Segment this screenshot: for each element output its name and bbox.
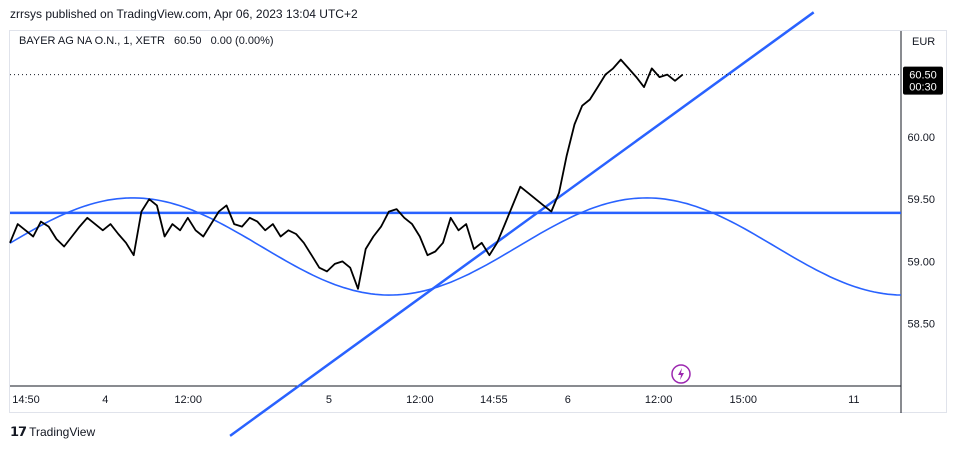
lightning-icon-ring[interactable] (671, 364, 691, 384)
currency-label: EUR (912, 36, 935, 48)
y-tick-label: 59.00 (907, 256, 935, 268)
y-tick-label: 59.50 (907, 194, 935, 206)
tradingview-logo-icon: 𝟭𝟳 (10, 424, 27, 439)
chart-frame (9, 30, 947, 413)
x-tick-label: 12:00 (174, 394, 202, 406)
x-tick-label: 14:55 (480, 394, 508, 406)
price-change: 0.00 (0.00%) (210, 35, 274, 47)
trend-line[interactable] (229, 11, 815, 437)
tradingview-logo[interactable]: 𝟭𝟳 TradingView (10, 424, 95, 440)
sine-wave-line[interactable] (9, 197, 902, 296)
x-tick-label: 4 (102, 394, 108, 406)
lightning-icon[interactable] (678, 368, 684, 380)
tradingview-logo-text: TradingView (29, 425, 96, 439)
price-series-line[interactable] (9, 58, 684, 290)
symbol-legend: BAYER AG NA O.N., 1, XETR 60.50 0.00 (0.… (19, 35, 280, 47)
x-tick-label: 14:50 (12, 394, 40, 406)
x-tick-label: 12:00 (406, 394, 434, 406)
x-tick-label: 15:00 (730, 394, 758, 406)
y-tick-label: 58.50 (907, 319, 935, 331)
y-tick-label: 60.00 (907, 132, 935, 144)
x-tick-label: 5 (326, 394, 332, 406)
x-tick-label: 12:00 (645, 394, 673, 406)
price-tag-value: 60.50 (909, 70, 937, 82)
price-tag-countdown: 00:30 (909, 82, 937, 94)
price-tag-box (903, 66, 943, 95)
x-tick-label: 6 (565, 394, 571, 406)
published-caption: zrrsys published on TradingView.com, Apr… (10, 7, 358, 21)
symbol-name: BAYER AG NA O.N., 1, XETR (19, 35, 165, 47)
last-price: 60.50 (173, 35, 202, 47)
x-tick-label: 11 (848, 394, 859, 406)
